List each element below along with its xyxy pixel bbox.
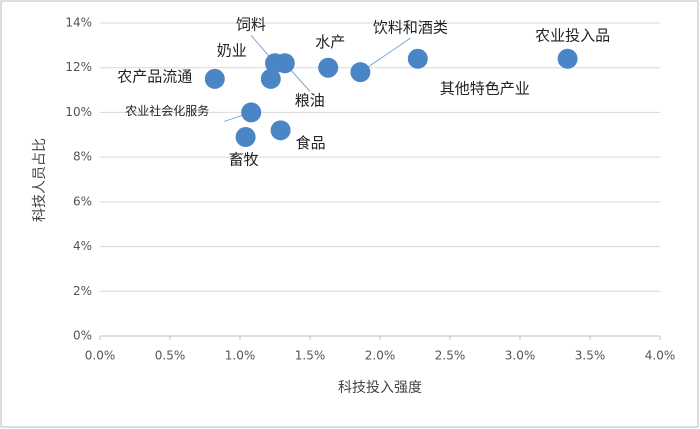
- x-tick-label: 3.0%: [505, 349, 536, 363]
- x-axis-label: 科技投入强度: [338, 380, 422, 396]
- leader-line: [360, 37, 411, 73]
- x-tick-label: 4.0%: [645, 349, 676, 363]
- y-tick-label: 8%: [73, 150, 92, 164]
- y-tick-label: 6%: [73, 194, 92, 208]
- y-tick-label: 4%: [73, 239, 92, 253]
- point: [350, 62, 371, 83]
- point: [204, 68, 225, 89]
- point-label: 粮油: [295, 92, 325, 110]
- y-tick-label: 2%: [73, 284, 92, 298]
- point-label: 饲料: [236, 16, 266, 34]
- y-tick-label: 10%: [65, 105, 92, 119]
- y-axis-label: 科技人员占比: [32, 138, 48, 222]
- y-tick-label: 0%: [73, 329, 92, 343]
- point-label: 畜牧: [229, 151, 259, 169]
- x-tick-label: 0.0%: [85, 349, 116, 363]
- point: [407, 48, 428, 69]
- point-label: 农产品流通: [117, 67, 192, 85]
- x-tick-label: 1.0%: [225, 349, 256, 363]
- x-tick-label: 2.5%: [435, 349, 466, 363]
- point: [318, 57, 339, 78]
- point-label: 奶业: [217, 41, 247, 59]
- point-label: 水产: [315, 33, 345, 51]
- x-tick-label: 2.0%: [365, 349, 396, 363]
- point-label: 农业社会化服务: [125, 103, 209, 118]
- point: [557, 48, 578, 69]
- point: [235, 127, 256, 148]
- point: [270, 120, 291, 141]
- y-tick-label: 14%: [65, 16, 92, 30]
- point-label: 食品: [296, 134, 326, 152]
- point: [274, 53, 295, 74]
- point-label: 饮料和酒类: [373, 19, 448, 37]
- point-label: 其他特色产业: [440, 79, 530, 97]
- point: [241, 102, 262, 123]
- y-tick-label: 12%: [65, 60, 92, 74]
- x-tick-label: 1.5%: [295, 349, 326, 363]
- x-tick-label: 0.5%: [155, 349, 186, 363]
- x-tick-label: 3.5%: [575, 349, 606, 363]
- point-label: 农业投入品: [535, 26, 610, 44]
- point: [260, 68, 281, 89]
